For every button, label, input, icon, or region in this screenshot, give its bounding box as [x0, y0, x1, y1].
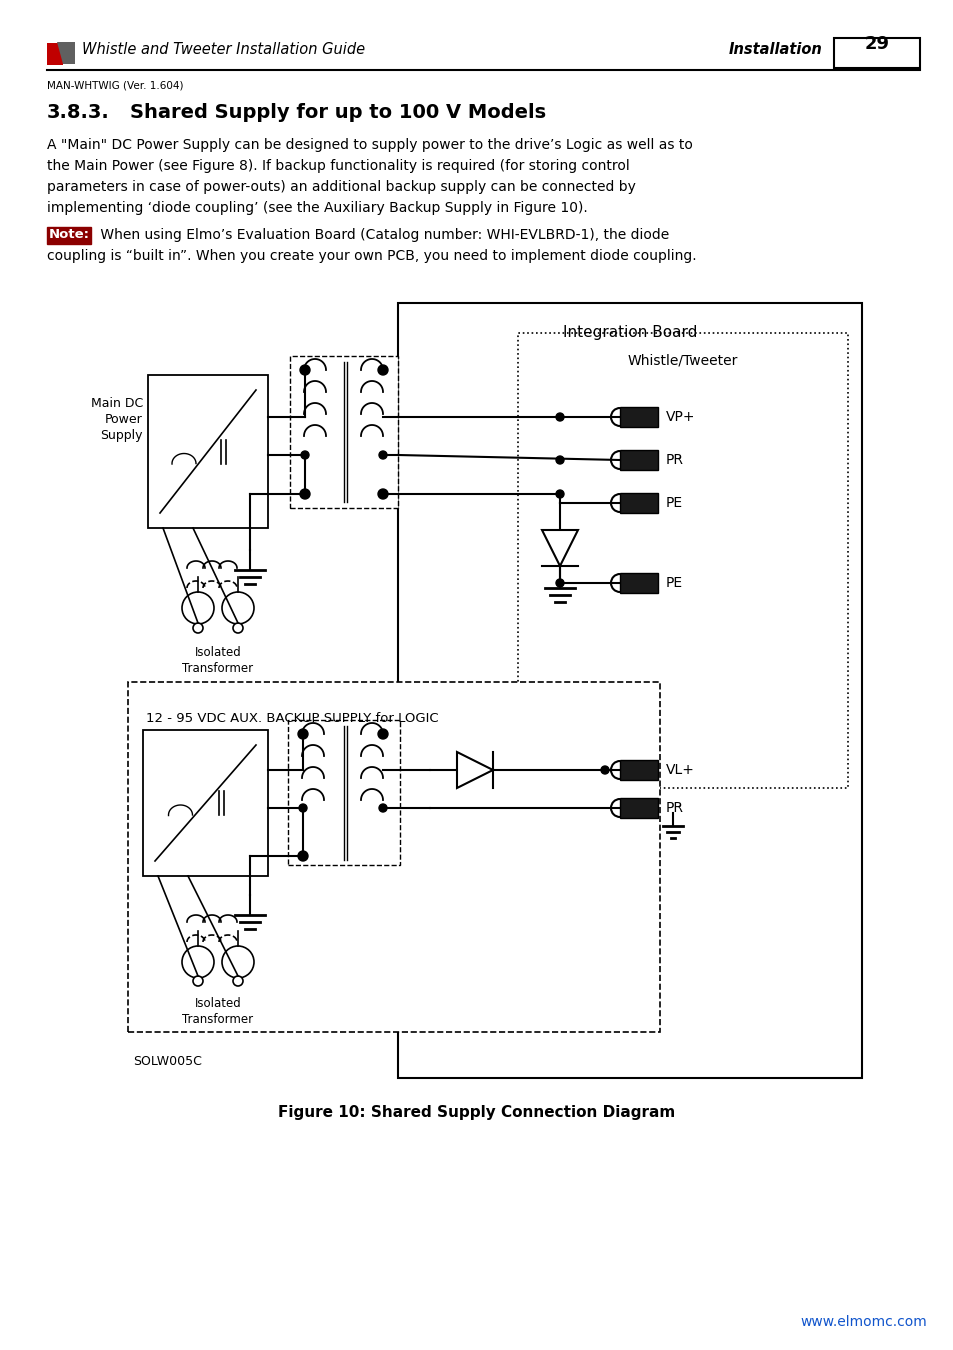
Text: the Main Power (see Figure 8). If backup functionality is required (for storing : the Main Power (see Figure 8). If backup… [47, 159, 629, 173]
Circle shape [182, 593, 213, 624]
Text: Note:: Note: [49, 228, 90, 242]
Polygon shape [541, 531, 578, 566]
Polygon shape [456, 752, 493, 788]
Circle shape [600, 765, 608, 774]
Text: coupling is “built in”. When you create your own PCB, you need to implement diod: coupling is “built in”. When you create … [47, 248, 696, 263]
Bar [833, 38, 919, 68]
Circle shape [233, 622, 243, 633]
Polygon shape [57, 42, 75, 63]
Text: Installation: Installation [727, 42, 821, 57]
Circle shape [298, 852, 307, 860]
Bar [128, 682, 659, 1031]
Circle shape [377, 729, 388, 738]
Circle shape [556, 413, 563, 421]
Text: Isolated
Transformer: Isolated Transformer [182, 647, 253, 675]
Circle shape [299, 364, 310, 375]
Circle shape [301, 451, 309, 459]
Text: Whistle and Tweeter Installation Guide: Whistle and Tweeter Installation Guide [82, 42, 365, 57]
Text: parameters in case of power-outs) an additional backup supply can be connected b: parameters in case of power-outs) an add… [47, 180, 636, 194]
Bar [148, 375, 268, 528]
Bar [619, 406, 658, 427]
Text: Whistle/Tweeter: Whistle/Tweeter [627, 352, 738, 367]
Circle shape [377, 489, 388, 500]
Text: 3.8.3.: 3.8.3. [47, 103, 110, 122]
Bar [619, 450, 658, 470]
Bar [47, 227, 91, 244]
Bar [517, 333, 847, 788]
Circle shape [193, 976, 203, 986]
Text: VL+: VL+ [665, 763, 694, 778]
Circle shape [233, 976, 243, 986]
Text: PE: PE [665, 495, 682, 510]
Text: Isolated
Transformer: Isolated Transformer [182, 998, 253, 1026]
Circle shape [378, 805, 387, 811]
Text: PR: PR [665, 801, 683, 815]
Bar [47, 43, 63, 65]
Bar [143, 730, 268, 876]
Text: Shared Supply for up to 100 V Models: Shared Supply for up to 100 V Models [130, 103, 545, 122]
Bar [290, 356, 397, 508]
Circle shape [556, 456, 563, 464]
Circle shape [299, 489, 310, 500]
Bar [619, 493, 658, 513]
Text: PR: PR [665, 454, 683, 467]
Text: SOLW005C: SOLW005C [132, 1054, 202, 1068]
Text: implementing ‘diode coupling’ (see the Auxiliary Backup Supply in Figure 10).: implementing ‘diode coupling’ (see the A… [47, 201, 587, 215]
Circle shape [301, 490, 309, 498]
Circle shape [193, 622, 203, 633]
Circle shape [222, 946, 253, 977]
Text: A "Main" DC Power Supply can be designed to supply power to the drive’s Logic as: A "Main" DC Power Supply can be designed… [47, 138, 692, 153]
Bar [619, 572, 658, 593]
Bar [397, 302, 862, 1079]
Text: PE: PE [665, 576, 682, 590]
Text: Main DC
Power
Supply: Main DC Power Supply [91, 397, 143, 441]
Circle shape [182, 946, 213, 977]
Text: 12 - 95 VDC AUX. BACKUP SUPPLY for LOGIC: 12 - 95 VDC AUX. BACKUP SUPPLY for LOGIC [146, 711, 438, 725]
Bar [619, 798, 658, 818]
Text: Figure 10: Shared Supply Connection Diagram: Figure 10: Shared Supply Connection Diag… [278, 1106, 675, 1120]
Text: 29: 29 [863, 35, 888, 53]
Circle shape [378, 451, 387, 459]
Circle shape [297, 850, 308, 861]
Circle shape [556, 490, 563, 498]
Circle shape [298, 805, 307, 811]
Text: When using Elmo’s Evaluation Board (Catalog number: WHI-EVLBRD-1), the diode: When using Elmo’s Evaluation Board (Cata… [96, 228, 669, 242]
Circle shape [297, 729, 308, 738]
Text: VP+: VP+ [665, 410, 695, 424]
Text: Integration Board: Integration Board [562, 325, 697, 340]
Circle shape [377, 364, 388, 375]
Circle shape [222, 593, 253, 624]
Bar [619, 760, 658, 780]
Text: www.elmomc.com: www.elmomc.com [800, 1315, 925, 1328]
Circle shape [556, 579, 563, 587]
Bar [288, 720, 399, 865]
Text: MAN-WHTWIG (Ver. 1.604): MAN-WHTWIG (Ver. 1.604) [47, 80, 183, 90]
